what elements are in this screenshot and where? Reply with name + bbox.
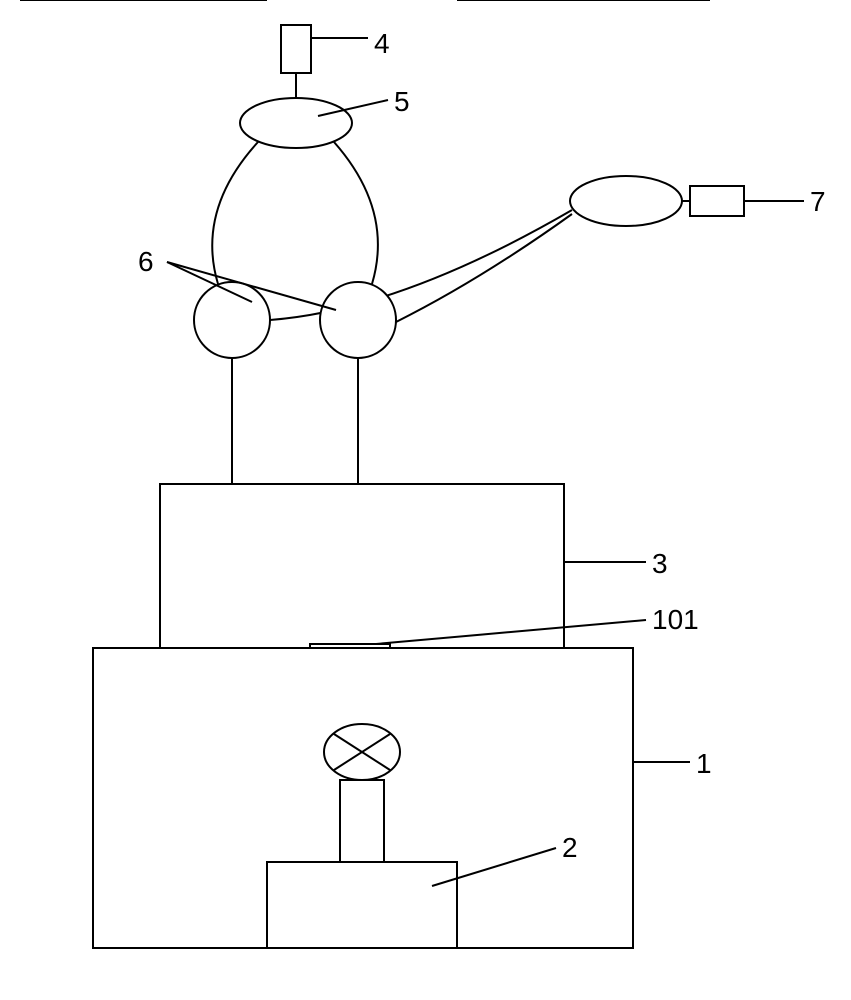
circle-6b (320, 282, 396, 358)
ellipse-5b (570, 176, 682, 226)
label-l1: 1 (696, 748, 712, 780)
label-l101: 101 (652, 604, 699, 636)
label-l2: 2 (562, 832, 578, 864)
diagram-canvas (0, 0, 851, 1000)
label-l4: 4 (374, 28, 390, 60)
box-3 (160, 484, 564, 648)
curve-5a-6a (212, 142, 258, 284)
curve-5b-6b (396, 214, 572, 322)
curve-5a-6b (334, 142, 378, 284)
fan-stem (340, 780, 384, 862)
label-l7: 7 (810, 186, 826, 218)
label-l3: 3 (652, 548, 668, 580)
box-7 (690, 186, 744, 216)
label-l6: 6 (138, 246, 154, 278)
ellipse-5a (240, 98, 352, 148)
label-l5: 5 (394, 86, 410, 118)
box-2 (267, 862, 457, 948)
box-4 (281, 25, 311, 73)
